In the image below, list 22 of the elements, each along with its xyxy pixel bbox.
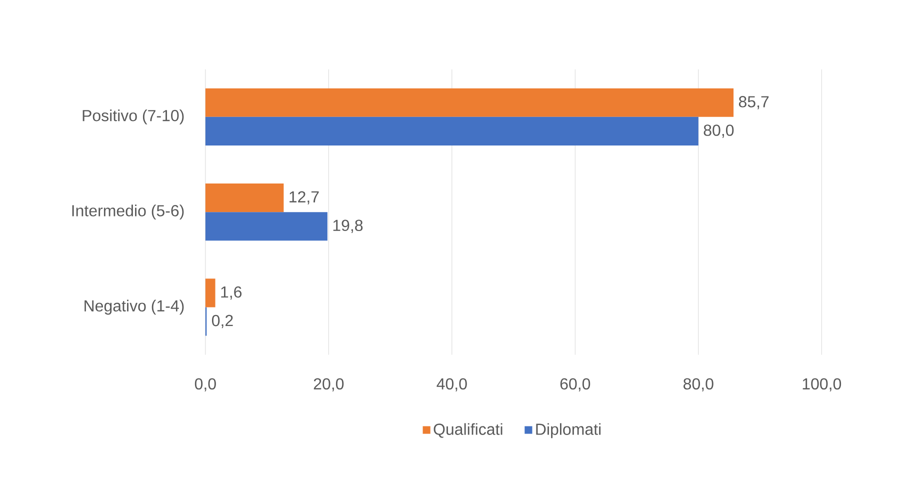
x-tick-label: 80,0	[684, 378, 714, 392]
x-tick-label: 0,0	[194, 378, 216, 392]
y-tick-label: Positivo (7-10)	[82, 110, 184, 125]
data-label: 19,8	[333, 220, 363, 234]
x-tick-label: 60,0	[560, 378, 590, 392]
y-tick-label: Intermedio (5-6)	[72, 204, 184, 220]
bar	[205, 278, 216, 308]
data-label: 85,7	[738, 96, 769, 110]
x-tick-label: 40,0	[436, 378, 467, 392]
bar	[205, 184, 284, 212]
data-label: 80,0	[704, 124, 734, 138]
bar	[205, 117, 698, 146]
data-label: 0,2	[212, 315, 233, 328]
x-tick-label: 20,0	[314, 378, 344, 392]
legend-label: Diplomati	[536, 423, 601, 438]
bar	[205, 88, 734, 118]
bar	[205, 212, 328, 241]
legend-label: Qualificati	[434, 423, 502, 438]
data-label: 1,6	[221, 286, 242, 300]
x-tick-label: 100,0	[802, 378, 842, 392]
data-label: 12,7	[290, 191, 319, 205]
y-tick-label: Negativo (1-4)	[84, 300, 184, 315]
